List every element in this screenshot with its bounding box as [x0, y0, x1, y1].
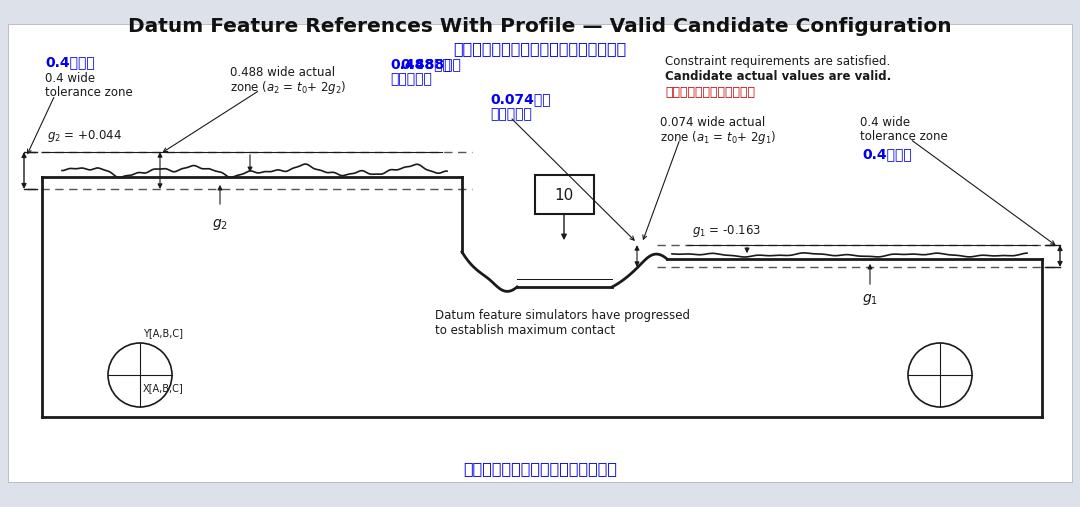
- Text: 10: 10: [554, 188, 573, 202]
- Text: X[A,B,C]: X[A,B,C]: [143, 383, 184, 393]
- Text: tolerance zone: tolerance zone: [860, 130, 948, 143]
- Text: $g_2$ = +0.044: $g_2$ = +0.044: [48, 128, 122, 144]
- Text: 有基准成组要素轮廓度（有效测量配置）: 有基准成组要素轮廓度（有效测量配置）: [454, 42, 626, 56]
- Text: Datum feature simulators have progressed: Datum feature simulators have progressed: [435, 308, 690, 321]
- Text: 0.488实测: 0.488实测: [390, 57, 450, 71]
- Text: zone ($a_2$ = $t_0$+ 2$g_2$): zone ($a_2$ = $t_0$+ 2$g_2$): [230, 79, 347, 95]
- Text: $g_1$: $g_1$: [862, 292, 878, 307]
- Text: $g_2$: $g_2$: [212, 217, 228, 232]
- Text: zone ($a_1$ = $t_0$+ 2$g_1$): zone ($a_1$ = $t_0$+ 2$g_1$): [660, 128, 777, 146]
- Text: 0.4 wide: 0.4 wide: [860, 116, 910, 128]
- Text: 0.074 wide actual: 0.074 wide actual: [660, 116, 766, 128]
- Text: Candidate actual values are valid.: Candidate actual values are valid.: [665, 70, 891, 84]
- Text: 0.4 wide: 0.4 wide: [45, 73, 95, 86]
- Text: $g_1$ = -0.163: $g_1$ = -0.163: [692, 223, 761, 239]
- Text: Constraint requirements are satisfied.: Constraint requirements are satisfied.: [665, 55, 890, 68]
- Text: 0.074实测: 0.074实测: [490, 92, 551, 106]
- Text: to establish maximum contact: to establish maximum contact: [435, 323, 616, 337]
- Text: 约束要求满足，测量值有效: 约束要求满足，测量值有效: [665, 86, 755, 98]
- Text: Y[A,B,C]: Y[A,B,C]: [143, 328, 183, 338]
- Text: 0.488实测: 0.488实测: [400, 57, 461, 71]
- Text: 0.4公差带: 0.4公差带: [45, 55, 95, 69]
- Text: 0.4公差带: 0.4公差带: [862, 147, 912, 161]
- Text: 公差带数值: 公差带数值: [490, 107, 531, 121]
- Text: tolerance zone: tolerance zone: [45, 86, 133, 98]
- Text: 基准要素模拟器建立了最大化的接触: 基准要素模拟器建立了最大化的接触: [463, 461, 617, 477]
- Text: Datum Feature References With Profile — Valid Candidate Configuration: Datum Feature References With Profile — …: [129, 18, 951, 37]
- FancyBboxPatch shape: [535, 175, 594, 214]
- Text: 公差带数值: 公差带数值: [390, 72, 432, 86]
- Text: 0.488 wide actual: 0.488 wide actual: [230, 65, 335, 79]
